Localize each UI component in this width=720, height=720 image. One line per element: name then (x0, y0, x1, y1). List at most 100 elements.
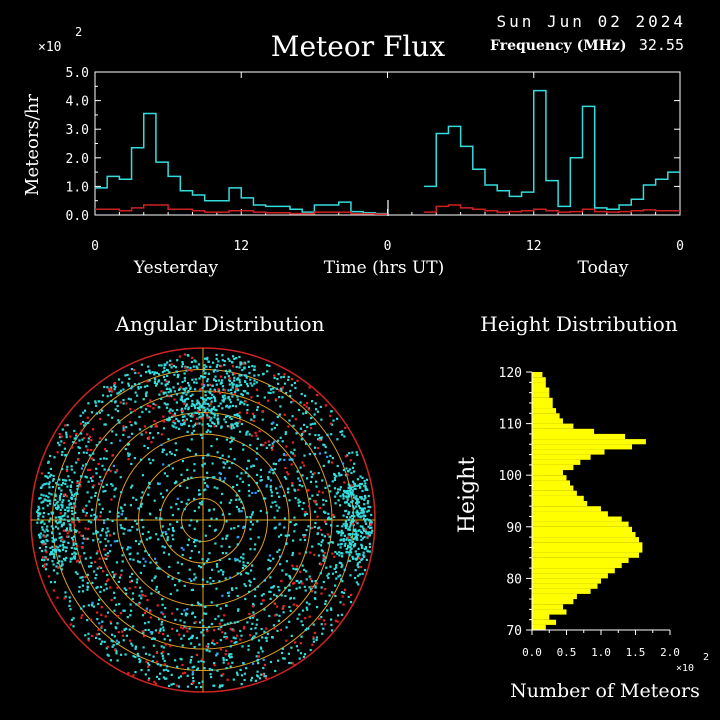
angular-point (273, 627, 276, 630)
angular-point (235, 494, 238, 497)
angular-point (355, 501, 358, 505)
angular-point (207, 383, 210, 387)
angular-point (194, 388, 197, 391)
angular-point (135, 581, 138, 584)
angular-point (213, 476, 216, 479)
angular-point (251, 412, 254, 415)
angular-point (212, 361, 215, 364)
angular-point (238, 402, 242, 405)
angular-point (115, 639, 118, 642)
angular-point (275, 423, 279, 426)
angular-point (302, 534, 305, 537)
angular-point (253, 374, 256, 377)
angular-point (250, 569, 253, 572)
angular-point (98, 503, 101, 506)
angular-point (215, 587, 218, 590)
angular-point (217, 570, 220, 573)
angular-point (45, 551, 48, 554)
angular-point (364, 546, 368, 549)
angular-point (317, 472, 320, 475)
angular-point (186, 608, 189, 611)
angular-point (81, 509, 84, 512)
angular-point (191, 432, 194, 435)
angular-point (90, 604, 94, 607)
angular-point (108, 510, 111, 513)
angular-point (301, 624, 304, 627)
angular-point (66, 535, 69, 538)
angular-point (63, 447, 66, 450)
angular-point (193, 405, 196, 408)
angular-point (117, 641, 120, 644)
angular-point (251, 616, 255, 619)
angular-point (144, 550, 147, 553)
angular-point (280, 376, 283, 379)
angular-point (138, 603, 141, 606)
angular-point (76, 484, 79, 488)
angular-point (227, 455, 230, 458)
angular-point (127, 382, 130, 385)
angular-point (247, 360, 250, 363)
angular-point (341, 555, 344, 558)
angular-point (278, 495, 281, 498)
angular-point (177, 572, 180, 575)
angular-point (166, 634, 169, 637)
angular-point (366, 500, 370, 503)
angular-point (238, 430, 242, 433)
angular-point (81, 579, 84, 582)
angular-point (212, 390, 215, 393)
angular-point (346, 498, 349, 501)
angular-point (52, 527, 55, 530)
angular-point (209, 425, 213, 428)
angular-point (154, 371, 157, 374)
angular-point (211, 421, 214, 424)
angular-point (339, 430, 342, 434)
angular-point (334, 584, 337, 587)
angular-point (214, 617, 217, 621)
angular-point (77, 458, 80, 461)
angular-point (212, 406, 216, 409)
angular-point (203, 667, 206, 670)
angular-point (207, 643, 210, 646)
angular-point (57, 549, 60, 552)
angular-point (324, 520, 327, 523)
angular-point (358, 482, 362, 486)
angular-point (330, 541, 333, 544)
angular-point (158, 482, 161, 485)
angular-point (210, 400, 213, 403)
angular-point (236, 620, 239, 623)
angular-point (145, 660, 148, 663)
angular-point (193, 573, 196, 576)
angular-point (73, 528, 76, 532)
angular-point (238, 374, 241, 377)
angular-point (246, 392, 249, 395)
angular-point (92, 605, 95, 608)
angular-point (201, 436, 204, 439)
angular-point (347, 528, 350, 531)
angular-point (147, 669, 150, 672)
angular-point (278, 614, 281, 617)
angular-point (231, 381, 234, 384)
flux-yesterday-label: Yesterday (133, 258, 219, 278)
angular-point (300, 580, 303, 583)
angular-point (199, 493, 202, 496)
angular-point (159, 627, 162, 630)
angular-point (306, 425, 309, 429)
angular-point (43, 565, 46, 569)
angular-point (161, 525, 164, 528)
angular-point (325, 522, 328, 525)
angular-point (159, 672, 162, 675)
angular-point (238, 384, 241, 387)
angular-point (180, 365, 184, 368)
angular-point (136, 394, 139, 397)
angular-point (229, 665, 232, 668)
angular-point (174, 618, 177, 621)
angular-point (257, 401, 260, 404)
angular-point (308, 575, 311, 578)
angular-point (75, 560, 79, 563)
angular-point (313, 597, 316, 600)
angular-point (308, 615, 311, 618)
angular-point (55, 548, 58, 551)
flux-frame-rect (94, 71, 681, 216)
angular-point (69, 484, 72, 487)
angular-point (87, 440, 90, 443)
